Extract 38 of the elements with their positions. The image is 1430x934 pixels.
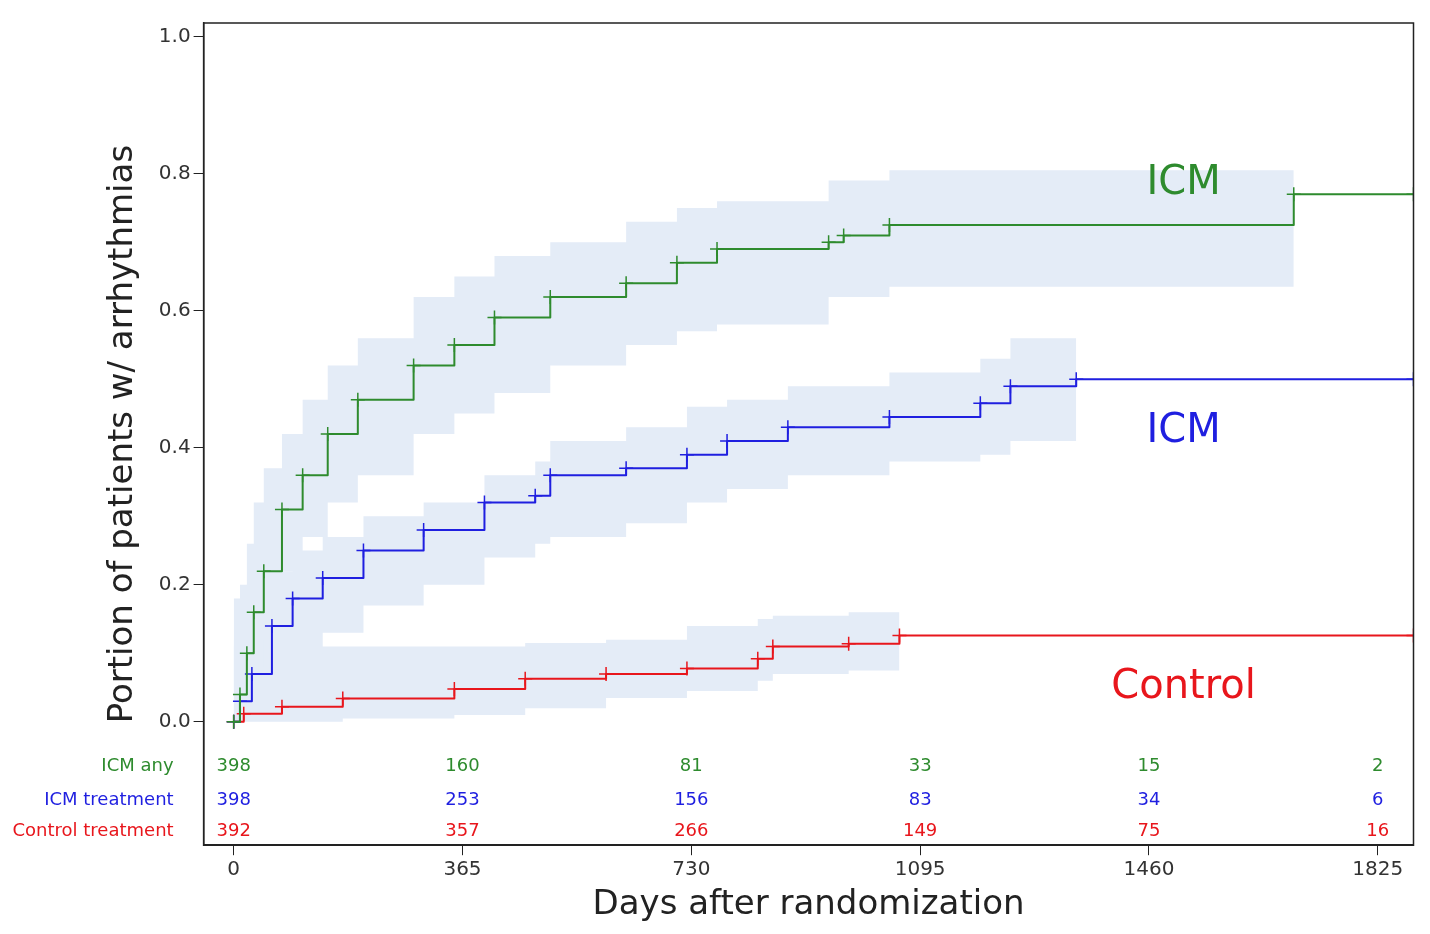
x-tick-label: 1460 [1123, 856, 1175, 881]
annotation: 149 [902, 818, 938, 840]
y-axis-title: Portion of patients w/ arrhythmias [100, 144, 141, 724]
y-tick-label: 0.0 [158, 708, 191, 733]
annotation: 398 [216, 753, 251, 775]
annotation: 398 [216, 787, 251, 809]
x-tick-label: 365 [443, 856, 482, 881]
y-tick-label: 0.4 [158, 434, 191, 459]
x-axis-title: Days after randomization [592, 882, 1025, 923]
y-tick-label: 0.8 [158, 159, 191, 184]
annotation: 156 [674, 787, 709, 809]
series-label: ICM [1146, 156, 1221, 203]
text: ICM treatment [44, 787, 174, 809]
annotation: 253 [445, 787, 480, 809]
annotation: 266 [674, 818, 709, 840]
y-tick-label: 0.6 [158, 296, 191, 321]
annotation: 83 [908, 787, 932, 809]
annotation: 15 [1137, 753, 1161, 775]
annotation: 160 [445, 753, 480, 775]
text: Control treatment [12, 818, 174, 840]
y-tick-label: 0.2 [158, 571, 191, 596]
annotation: 33 [908, 753, 932, 775]
annotation: 357 [445, 818, 480, 840]
annotation: 6 [1372, 787, 1384, 809]
text: ICM any [101, 753, 174, 775]
annotation: 34 [1137, 787, 1161, 809]
annotation: 81 [679, 753, 703, 775]
x-tick-label: 1095 [894, 856, 946, 881]
x-tick-label: 1825 [1352, 856, 1404, 881]
annotation: 16 [1366, 818, 1390, 840]
annotation: 2 [1372, 753, 1384, 775]
x-tick-label: 0 [227, 856, 241, 881]
x-tick-label: 730 [672, 856, 711, 881]
annotation: 75 [1137, 818, 1161, 840]
series-label: ICM [1146, 404, 1221, 451]
y-tick-label: 1.0 [158, 22, 191, 47]
series-label: Control [1111, 660, 1256, 707]
annotation: 392 [216, 818, 251, 840]
